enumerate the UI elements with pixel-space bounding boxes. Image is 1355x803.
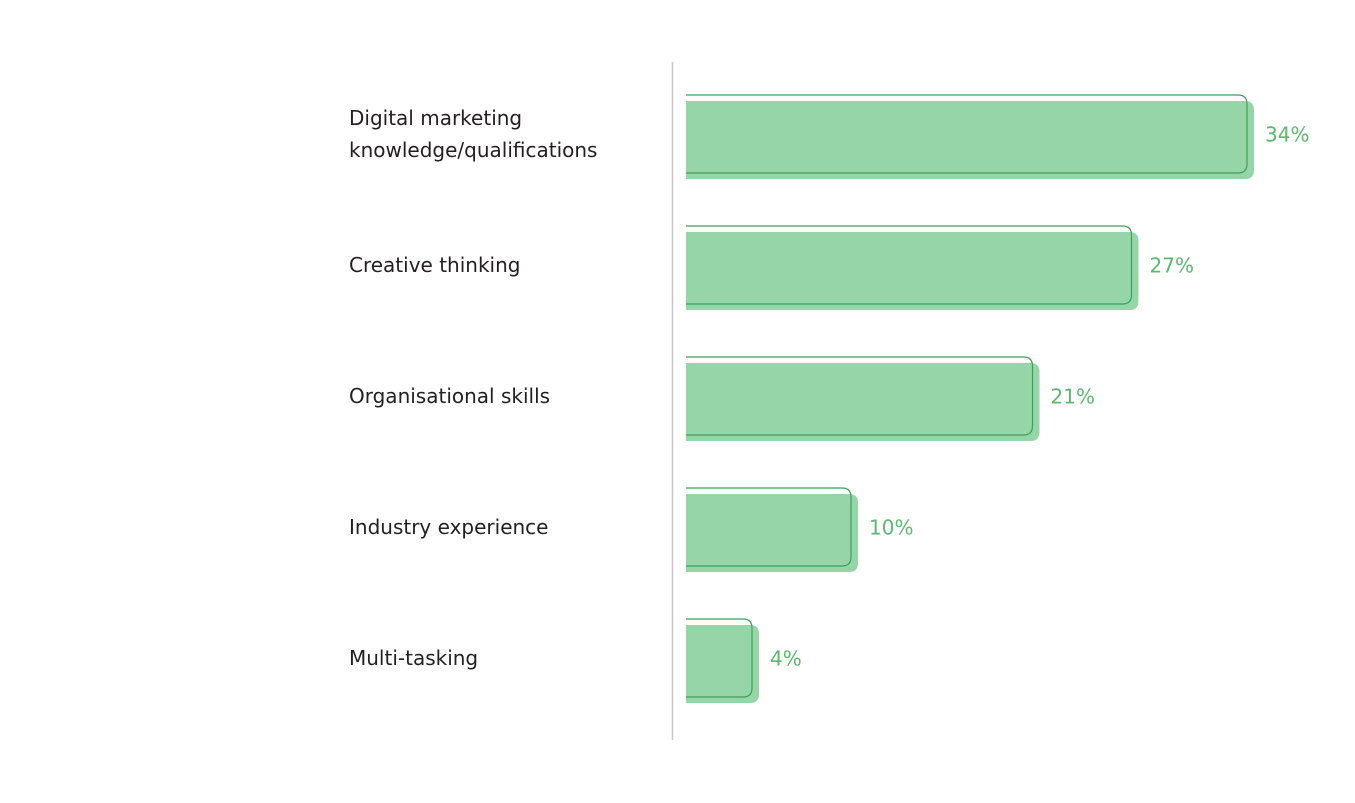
bar-outline	[686, 487, 852, 567]
bar	[686, 494, 858, 572]
bar-outline	[686, 225, 1133, 305]
bar	[686, 363, 1040, 441]
bar	[686, 625, 759, 703]
category-label: Organisational skills	[349, 384, 551, 408]
category-label: Creative thinking	[349, 253, 521, 277]
value-label: 34%	[1265, 123, 1309, 147]
bar	[686, 232, 1139, 310]
bar	[686, 101, 1254, 179]
bar-outline	[686, 356, 1034, 436]
category-label: Multi-tasking	[349, 646, 479, 670]
value-label: 10%	[869, 516, 913, 540]
value-label: 4%	[770, 647, 802, 671]
bar-outline	[686, 94, 1248, 174]
value-label: 27%	[1150, 254, 1194, 278]
category-label: Digital marketing knowledge/qualificatio…	[349, 106, 598, 162]
bar-outline	[686, 618, 753, 698]
value-label: 21%	[1051, 385, 1095, 409]
category-label: Industry experience	[349, 515, 549, 539]
